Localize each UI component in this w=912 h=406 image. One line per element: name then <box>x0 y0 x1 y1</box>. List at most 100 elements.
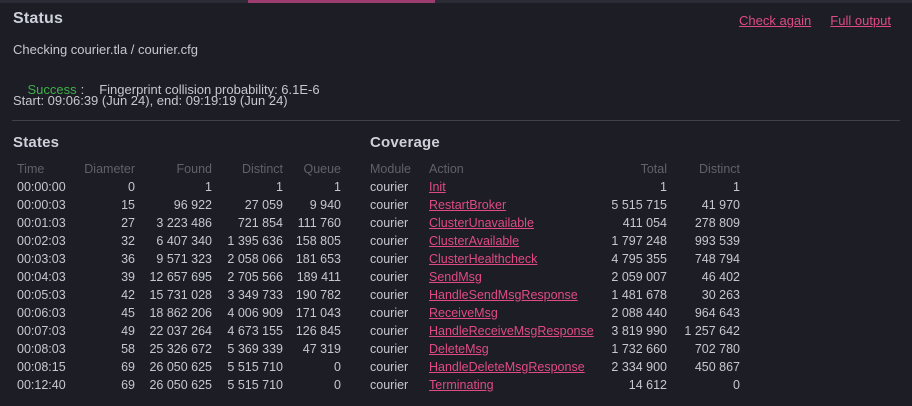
states-header-row: Time Diameter Found Distinct Queue <box>17 160 341 178</box>
distinct-cell: 3 349 733 <box>227 288 283 302</box>
states-row: 00:06:03 45 18 862 206 4 006 909 171 043 <box>17 304 341 322</box>
diameter-cell: 58 <box>121 342 135 356</box>
distinct-cell: 702 780 <box>694 342 740 356</box>
total-cell: 2 059 007 <box>611 270 667 284</box>
col-header-diameter: Diameter <box>84 162 135 176</box>
queue-cell: 47 319 <box>302 342 341 356</box>
coverage-row: courier SendMsg 2 059 007 46 402 <box>370 268 740 286</box>
distinct-cell: 30 263 <box>701 288 740 302</box>
distinct-cell: 2 705 566 <box>227 270 283 284</box>
diameter-cell: 49 <box>121 324 135 338</box>
action-link[interactable]: DeleteMsg <box>429 342 489 356</box>
diameter-cell: 0 <box>128 180 135 194</box>
top-progress-segment <box>248 0 435 3</box>
states-section-title: States <box>13 134 60 151</box>
col-header-found: Found <box>176 162 212 176</box>
distinct-cell: 5 369 339 <box>227 342 283 356</box>
states-row: 00:00:00 0 1 1 1 <box>17 178 341 196</box>
module-cell: courier <box>370 378 409 392</box>
states-row: 00:00:03 15 96 922 27 059 9 940 <box>17 196 341 214</box>
total-cell: 14 612 <box>628 378 667 392</box>
time-cell: 00:08:15 <box>17 360 66 374</box>
distinct-cell: 1 <box>276 180 283 194</box>
diameter-cell: 42 <box>121 288 135 302</box>
time-cell: 00:07:03 <box>17 324 66 338</box>
module-cell: courier <box>370 216 409 230</box>
states-row: 00:07:03 49 22 037 264 4 673 155 126 845 <box>17 322 341 340</box>
distinct-cell: 1 395 636 <box>227 234 283 248</box>
total-cell: 411 054 <box>622 216 667 230</box>
time-cell: 00:06:03 <box>17 306 66 320</box>
coverage-row: courier HandleDeleteMsgResponse 2 334 900 4… <box>370 358 740 376</box>
coverage-row: courier ReceiveMsg 2 088 440 964 643 <box>370 304 740 322</box>
distinct-cell: 993 539 <box>694 234 740 248</box>
top-progress-track <box>0 0 912 3</box>
check-again-link[interactable]: Check again <box>739 13 812 28</box>
coverage-section-title: Coverage <box>370 134 440 151</box>
header-links: Check again Full output <box>739 13 891 28</box>
action-link[interactable]: ClusterAvailable <box>429 234 520 248</box>
found-cell: 3 223 486 <box>156 216 212 230</box>
module-cell: courier <box>370 198 409 212</box>
total-cell: 2 088 440 <box>611 306 667 320</box>
coverage-row: courier RestartBroker 5 515 715 41 970 <box>370 196 740 214</box>
time-cell: 00:12:40 <box>17 378 66 392</box>
diameter-cell: 32 <box>121 234 135 248</box>
action-link[interactable]: ClusterUnavailable <box>429 216 534 230</box>
distinct-cell: 41 970 <box>701 198 740 212</box>
col-header-action: Action <box>429 162 464 176</box>
checking-file-line: Checking courier.tla / courier.cfg <box>13 42 198 57</box>
states-row: 00:01:03 27 3 223 486 721 854 111 760 <box>17 214 341 232</box>
action-link[interactable]: Terminating <box>429 378 494 392</box>
module-cell: courier <box>370 324 409 338</box>
action-link[interactable]: ClusterHealthcheck <box>429 252 538 266</box>
distinct-cell: 4 006 909 <box>227 306 283 320</box>
action-link[interactable]: SendMsg <box>429 270 482 284</box>
action-link[interactable]: ReceiveMsg <box>429 306 498 320</box>
total-cell: 1 481 678 <box>611 288 667 302</box>
diameter-cell: 15 <box>121 198 135 212</box>
time-cell: 00:08:03 <box>17 342 66 356</box>
states-row: 00:02:03 32 6 407 340 1 395 636 158 805 <box>17 232 341 250</box>
coverage-row: courier HandleSendMsgResponse 1 481 678 30 … <box>370 286 740 304</box>
distinct-cell: 748 794 <box>694 252 740 266</box>
col-header-module: Module <box>370 162 411 176</box>
action-link[interactable]: Init <box>429 180 446 194</box>
queue-cell: 181 653 <box>295 252 341 266</box>
found-cell: 6 407 340 <box>156 234 212 248</box>
queue-cell: 171 043 <box>295 306 341 320</box>
time-cell: 00:01:03 <box>17 216 66 230</box>
states-row: 00:08:15 69 26 050 625 5 515 710 0 <box>17 358 341 376</box>
found-cell: 25 326 672 <box>149 342 212 356</box>
action-link[interactable]: HandleSendMsgResponse <box>429 288 578 302</box>
coverage-row: courier Terminating 14 612 0 <box>370 376 740 394</box>
col-header-time: Time <box>17 162 45 176</box>
action-link[interactable]: RestartBroker <box>429 198 507 212</box>
queue-cell: 190 782 <box>295 288 341 302</box>
module-cell: courier <box>370 252 409 266</box>
found-cell: 96 922 <box>173 198 212 212</box>
time-cell: 00:00:00 <box>17 180 66 194</box>
action-link[interactable]: HandleReceiveMsgResponse <box>429 324 594 338</box>
distinct-cell: 278 809 <box>694 216 740 230</box>
distinct-cell: 27 059 <box>244 198 283 212</box>
queue-cell: 0 <box>334 360 341 374</box>
distinct-cell: 450 867 <box>694 360 740 374</box>
coverage-row: courier ClusterUnavailable 411 054 278 809 <box>370 214 740 232</box>
time-cell: 00:05:03 <box>17 288 66 302</box>
states-row: 00:03:03 36 9 571 323 2 058 066 181 653 <box>17 250 341 268</box>
states-row: 00:05:03 42 15 731 028 3 349 733 190 782 <box>17 286 341 304</box>
diameter-cell: 45 <box>121 306 135 320</box>
action-link[interactable]: HandleDeleteMsgResponse <box>429 360 585 374</box>
distinct-cell: 46 402 <box>701 270 740 284</box>
found-cell: 22 037 264 <box>149 324 212 338</box>
diameter-cell: 69 <box>121 360 135 374</box>
diameter-cell: 36 <box>121 252 135 266</box>
module-cell: courier <box>370 180 409 194</box>
module-cell: courier <box>370 270 409 284</box>
result-line: Success: Fingerprint collision probabilit… <box>13 67 319 112</box>
distinct-cell: 2 058 066 <box>227 252 283 266</box>
coverage-row: courier Init 1 1 <box>370 178 740 196</box>
total-cell: 5 515 715 <box>611 198 667 212</box>
full-output-link[interactable]: Full output <box>830 13 891 28</box>
